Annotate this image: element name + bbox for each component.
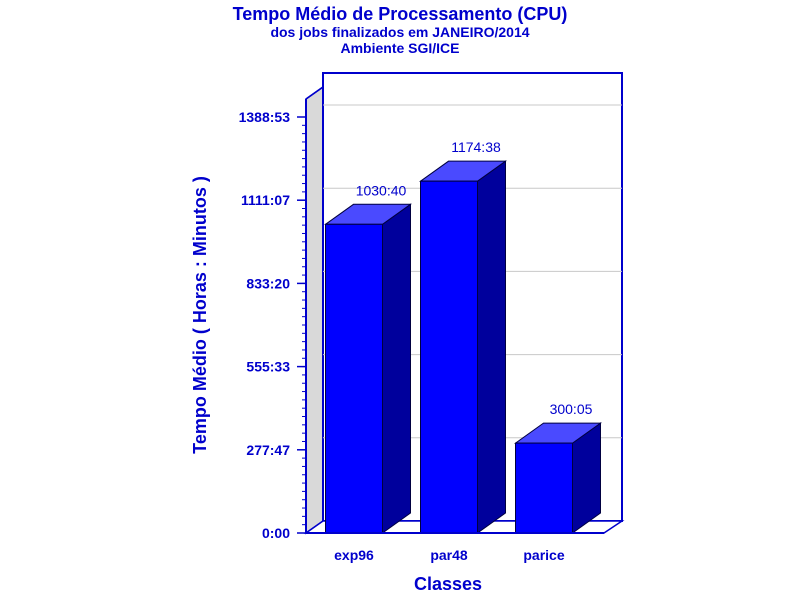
bar	[420, 180, 478, 534]
y-tick-label: 833:20	[246, 275, 290, 291]
chart-subtitle: dos jobs finalizados em JANEIRO/2014	[270, 24, 529, 40]
chart-title: Tempo Médio de Processamento (CPU)	[233, 4, 568, 24]
y-tick-label: 0:00	[262, 525, 290, 541]
data-label: 1174:38	[451, 139, 501, 155]
y-tick-label: 1111:07	[241, 192, 290, 208]
x-tick-label: exp96	[334, 547, 374, 563]
frame-edge	[305, 86, 324, 100]
x-axis-label: Classes	[414, 574, 482, 594]
bar-side	[382, 203, 411, 534]
bar	[515, 442, 573, 534]
y-tick-label: 555:33	[246, 359, 290, 375]
x-tick-label: par48	[430, 547, 468, 563]
plot-area: 0:00 277:47 555:33 833:20 1111:07 1388:53 1030…	[239, 72, 625, 563]
chart-subtitle-2: Ambiente SGI/ICE	[340, 40, 459, 56]
data-label: 300:05	[550, 401, 593, 417]
bar	[325, 223, 383, 534]
bar-side	[477, 160, 506, 534]
side-wall	[305, 85, 324, 535]
y-tick-label: 277:47	[246, 442, 290, 458]
data-label: 1030:40	[356, 182, 407, 198]
y-tick-label: 1388:53	[239, 109, 291, 125]
x-tick-label: parice	[523, 547, 564, 563]
y-axis-label: Tempo Médio ( Horas : Minutos )	[190, 176, 210, 454]
